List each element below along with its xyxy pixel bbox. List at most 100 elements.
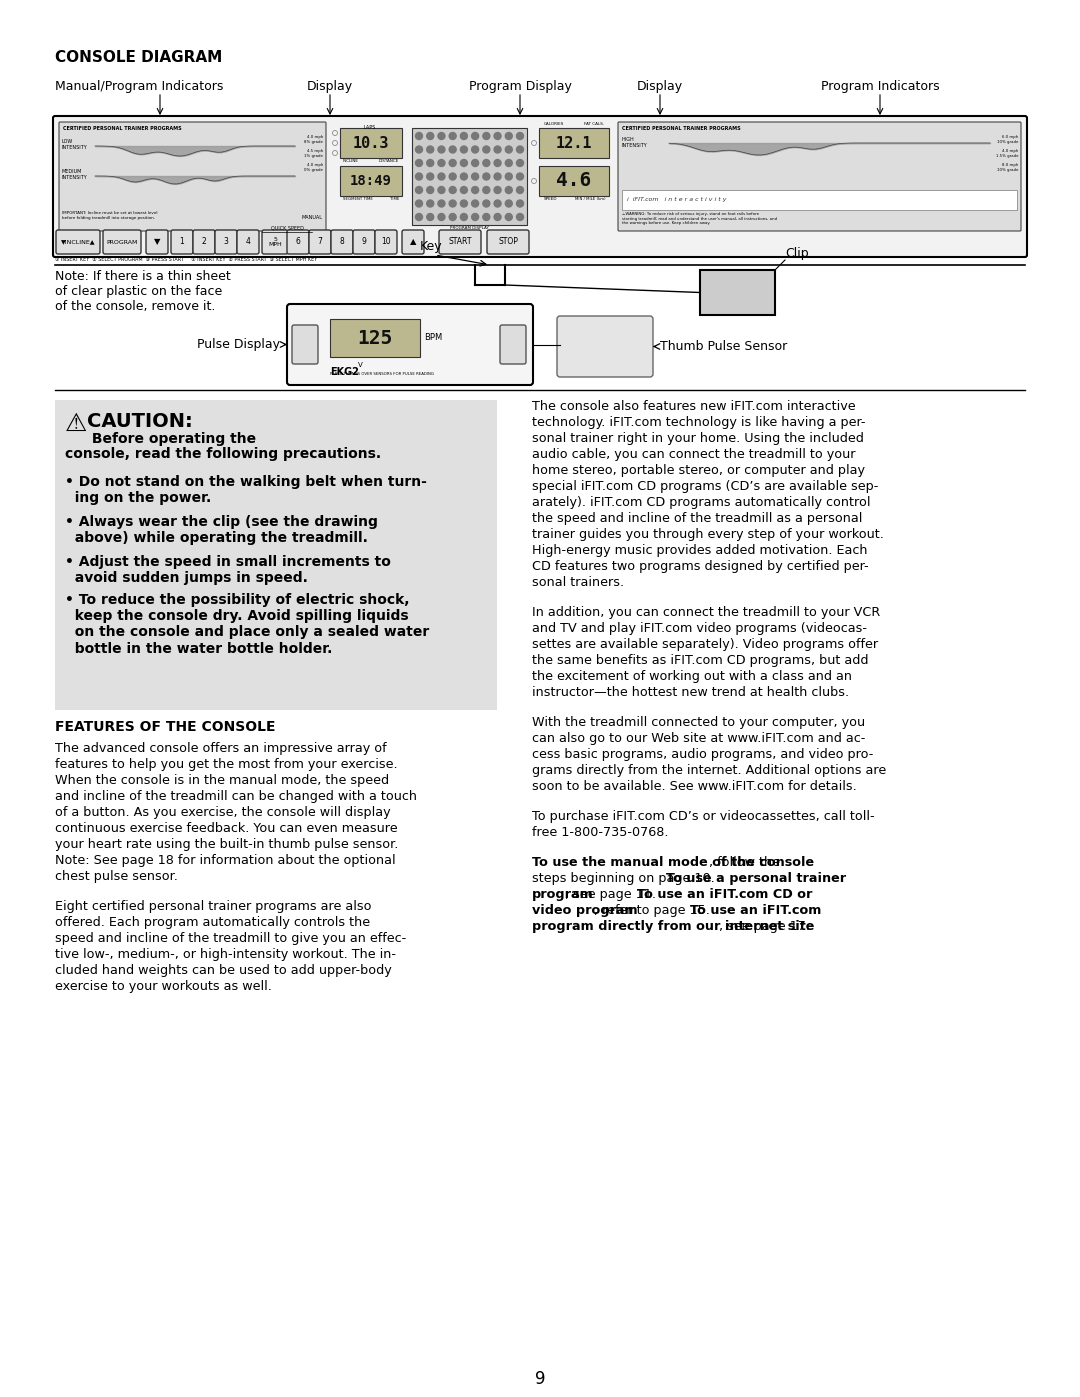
Circle shape (416, 133, 422, 140)
Circle shape (449, 200, 456, 207)
FancyBboxPatch shape (193, 231, 215, 254)
Text: Display: Display (307, 80, 353, 94)
Text: CALORIES: CALORIES (544, 122, 565, 126)
Text: Before operating the: Before operating the (87, 432, 256, 446)
Text: 10: 10 (381, 237, 391, 246)
Text: To use a personal trainer: To use a personal trainer (666, 872, 846, 886)
Text: your heart rate using the built-in thumb pulse sensor.: your heart rate using the built-in thumb… (55, 838, 399, 851)
Text: , see page 11.: , see page 11. (566, 888, 661, 901)
Text: BPM: BPM (424, 334, 442, 342)
Text: Program Display: Program Display (469, 80, 571, 94)
Text: 7: 7 (318, 237, 323, 246)
Text: 4.0 mph
8% grade: 4.0 mph 8% grade (305, 136, 323, 144)
Circle shape (505, 187, 512, 194)
Text: ▼: ▼ (153, 237, 160, 246)
Text: exercise to your workouts as well.: exercise to your workouts as well. (55, 981, 272, 993)
Circle shape (516, 187, 524, 194)
Text: tive low-, medium-, or high-intensity workout. The in-: tive low-, medium-, or high-intensity wo… (55, 949, 396, 961)
Circle shape (483, 214, 490, 221)
Circle shape (427, 200, 434, 207)
Circle shape (483, 147, 490, 154)
Text: ▼INCLINE▲: ▼INCLINE▲ (60, 239, 95, 244)
Text: MEDIUM
INTENSITY: MEDIUM INTENSITY (62, 169, 87, 180)
Text: TIME: TIME (390, 197, 399, 201)
FancyBboxPatch shape (292, 326, 318, 365)
Text: QUICK SPEED: QUICK SPEED (271, 226, 303, 231)
FancyBboxPatch shape (375, 231, 397, 254)
Text: 8: 8 (339, 237, 345, 246)
Circle shape (505, 133, 512, 140)
Text: In addition, you can connect the treadmill to your VCR: In addition, you can connect the treadmi… (532, 606, 880, 619)
Circle shape (472, 214, 478, 221)
FancyBboxPatch shape (262, 231, 288, 254)
Text: Note: See page 18 for information about the optional: Note: See page 18 for information about … (55, 854, 395, 868)
Bar (330, 319, 420, 358)
Text: FAT CALS.: FAT CALS. (584, 122, 604, 126)
Circle shape (494, 147, 501, 154)
Text: trainer guides you through every step of your workout.: trainer guides you through every step of… (532, 528, 883, 541)
Text: To use the manual mode of the console: To use the manual mode of the console (532, 856, 814, 869)
Text: ⚠: ⚠ (65, 412, 87, 436)
FancyBboxPatch shape (55, 400, 497, 710)
Text: 9: 9 (535, 1370, 545, 1389)
FancyBboxPatch shape (215, 231, 237, 254)
Circle shape (505, 214, 512, 221)
FancyBboxPatch shape (500, 326, 526, 365)
Text: sonal trainer right in your home. Using the included: sonal trainer right in your home. Using … (532, 432, 864, 446)
FancyBboxPatch shape (402, 231, 424, 254)
Circle shape (516, 173, 524, 180)
Circle shape (449, 159, 456, 166)
Text: ▲: ▲ (409, 237, 416, 246)
Circle shape (438, 200, 445, 207)
Circle shape (416, 200, 422, 207)
Bar (539, 166, 609, 196)
Text: EKG2: EKG2 (330, 367, 359, 377)
Text: • Adjust the speed in small increments to
  avoid sudden jumps in speed.: • Adjust the speed in small increments t… (65, 555, 391, 585)
Text: 1: 1 (179, 237, 185, 246)
Text: soon to be available. See www.iFIT.com for details.: soon to be available. See www.iFIT.com f… (532, 780, 856, 793)
Text: 6.0 mph
10% grade: 6.0 mph 10% grade (997, 136, 1018, 144)
Circle shape (472, 200, 478, 207)
Text: Clip: Clip (785, 247, 809, 260)
Circle shape (416, 214, 422, 221)
Text: 10.3: 10.3 (353, 136, 389, 151)
Text: 4.5 mph
1% grade: 4.5 mph 1% grade (305, 149, 323, 158)
Circle shape (516, 200, 524, 207)
Bar (340, 166, 402, 196)
Circle shape (472, 133, 478, 140)
Text: the speed and incline of the treadmill as a personal: the speed and incline of the treadmill a… (532, 511, 862, 525)
Bar (700, 270, 775, 314)
Text: audio cable, you can connect the treadmill to your: audio cable, you can connect the treadmi… (532, 448, 855, 461)
Circle shape (438, 214, 445, 221)
FancyBboxPatch shape (287, 231, 309, 254)
Circle shape (516, 147, 524, 154)
Text: video program: video program (532, 904, 637, 916)
Text: LOW
INTENSITY: LOW INTENSITY (62, 138, 87, 149)
Text: SEGMENT TIME: SEGMENT TIME (343, 197, 373, 201)
Text: i  iFIT.com   i n t e r a c t i v i t y: i iFIT.com i n t e r a c t i v i t y (627, 197, 727, 203)
FancyBboxPatch shape (59, 122, 326, 231)
Text: 4.0 mph
1.5% grade: 4.0 mph 1.5% grade (996, 149, 1018, 158)
FancyBboxPatch shape (309, 231, 330, 254)
Circle shape (494, 187, 501, 194)
Text: MIN / MILE (km): MIN / MILE (km) (576, 197, 606, 201)
Text: features to help you get the most from your exercise.: features to help you get the most from y… (55, 759, 397, 771)
Text: cess basic programs, audio programs, and video pro-: cess basic programs, audio programs, and… (532, 747, 874, 761)
FancyBboxPatch shape (330, 231, 353, 254)
Text: Note: If there is a thin sheet
of clear plastic on the face
of the console, remo: Note: If there is a thin sheet of clear … (55, 270, 231, 313)
FancyBboxPatch shape (438, 231, 481, 254)
Text: , see page 17.: , see page 17. (718, 921, 810, 933)
FancyBboxPatch shape (353, 231, 375, 254)
Text: INCLINE: INCLINE (343, 159, 359, 163)
Circle shape (416, 187, 422, 194)
Text: STOP: STOP (498, 237, 518, 246)
Circle shape (505, 159, 512, 166)
Text: 3: 3 (224, 237, 229, 246)
FancyBboxPatch shape (557, 316, 653, 377)
Circle shape (449, 214, 456, 221)
Circle shape (494, 200, 501, 207)
Circle shape (460, 187, 468, 194)
Text: To use an iFIT.com CD or: To use an iFIT.com CD or (637, 888, 812, 901)
Text: PROGRAM: PROGRAM (106, 239, 137, 244)
Text: free 1-800-735-0768.: free 1-800-735-0768. (532, 826, 669, 840)
